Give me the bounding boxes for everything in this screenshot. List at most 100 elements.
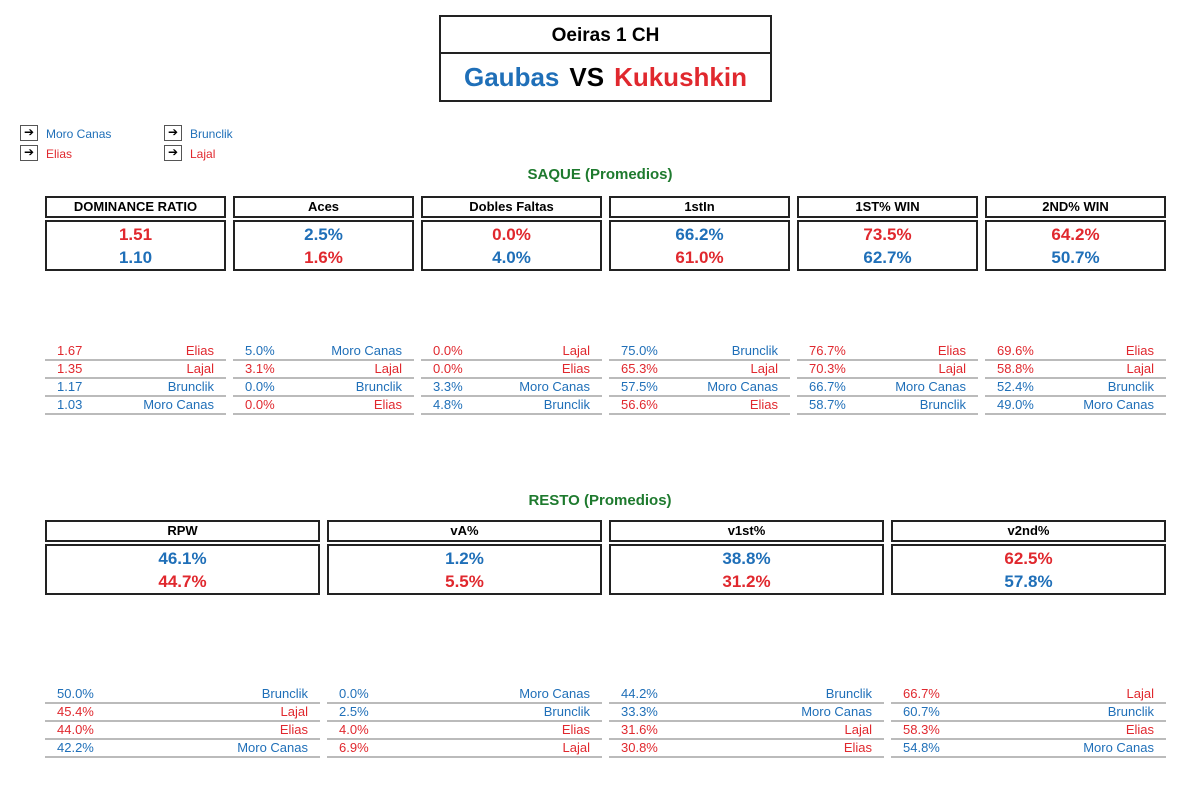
ranking-row: 42.2% Moro Canas — [45, 740, 320, 758]
ranking-value: 50.0% — [57, 686, 94, 701]
ranking-list-v2nd: 66.7% Lajal 60.7% Brunclik 58.3% Elias 54.8% Mo… — [891, 686, 1166, 758]
ranking-list-dobles-faltas: 0.0% Lajal 0.0% Elias 3.3% Moro Canas 4.8% Brun… — [421, 343, 602, 415]
ranking-value: 76.7% — [809, 343, 846, 358]
ranking-player: Brunclik — [167, 379, 214, 394]
ranking-player: Brunclik — [543, 397, 590, 412]
ranking-value: 6.9% — [339, 740, 369, 755]
ranking-player: Moro Canas — [331, 343, 402, 358]
ranking-player: Moro Canas — [1083, 397, 1154, 412]
matchup: Gaubas VS Kukushkin — [441, 54, 770, 100]
ranking-player: Moro Canas — [237, 740, 308, 755]
ranking-player: Moro Canas — [143, 397, 214, 412]
arrow-right-icon: ➔ — [164, 125, 182, 141]
ranking-value: 3.3% — [433, 379, 463, 394]
metric-value-player2: 31.2% — [722, 572, 771, 591]
ranking-value: 75.0% — [621, 343, 658, 358]
metric-header: 1stIn — [609, 196, 790, 218]
ranking-value: 44.2% — [621, 686, 658, 701]
metric-value-player1: 1.2% — [445, 549, 484, 568]
ranking-player: Lajal — [186, 361, 214, 376]
ranking-player: Lajal — [1126, 361, 1154, 376]
metric-header: DOMINANCE RATIO — [45, 196, 226, 218]
ranking-row: 66.7% Moro Canas — [797, 379, 978, 397]
legend-label: Elias — [46, 147, 73, 161]
ranking-row: 3.3% Moro Canas — [421, 379, 602, 397]
ranking-value: 0.0% — [433, 343, 463, 358]
ranking-row: 1.03 Moro Canas — [45, 397, 226, 415]
metric-value-player2: 57.8% — [1004, 572, 1053, 591]
ranking-value: 33.3% — [621, 704, 658, 719]
ranking-value: 4.0% — [339, 722, 369, 737]
saque-title: SAQUE (Promedios) — [527, 166, 673, 183]
ranking-player: Brunclik — [1107, 379, 1154, 394]
metric-value-player1: 38.8% — [722, 549, 771, 568]
ranking-list-1st-win: 76.7% Elias 70.3% Lajal 66.7% Moro Canas 58.7%… — [797, 343, 978, 415]
metric-value-player1: 64.2% — [1051, 225, 1100, 244]
ranking-player: Lajal — [562, 740, 590, 755]
ranking-row: 0.0% Lajal — [421, 343, 602, 361]
metric-values: 73.5% 62.7% — [797, 220, 978, 271]
ranking-value: 49.0% — [997, 397, 1034, 412]
metric-value-player2: 62.7% — [863, 248, 912, 267]
ranking-value: 58.8% — [997, 361, 1034, 376]
metric-card-v2nd: v2nd% 62.5% 57.8% — [891, 520, 1166, 595]
metric-value-player2: 50.7% — [1051, 248, 1100, 267]
metric-header: v2nd% — [891, 520, 1166, 542]
ranking-player: Moro Canas — [519, 379, 590, 394]
ranking-value: 60.7% — [903, 704, 940, 719]
metric-header: 2ND% WIN — [985, 196, 1166, 218]
ranking-player: Elias — [749, 397, 778, 412]
ranking-value: 44.0% — [57, 722, 94, 737]
metric-values: 0.0% 4.0% — [421, 220, 602, 271]
ranking-list-2nd-win: 69.6% Elias 58.8% Lajal 52.4% Brunclik 49.0% Mo… — [985, 343, 1166, 415]
ranking-player: Brunclik — [731, 343, 778, 358]
ranking-player: Elias — [937, 343, 966, 358]
ranking-player: Moro Canas — [895, 379, 966, 394]
ranking-row: 0.0% Moro Canas — [327, 686, 602, 704]
metric-card-v1st: v1st% 38.8% 31.2% — [609, 520, 884, 595]
resto-title: RESTO (Promedios) — [528, 492, 672, 509]
ranking-value: 1.35 — [57, 361, 83, 376]
vs-label: VS — [569, 62, 605, 92]
ranking-player: Brunclik — [261, 686, 308, 701]
ranking-row: 70.3% Lajal — [797, 361, 978, 379]
ranking-player: Brunclik — [825, 686, 872, 701]
ranking-player: Lajal — [844, 722, 872, 737]
ranking-player: Brunclik — [1107, 704, 1154, 719]
metric-card-dominance-ratio: DOMINANCE RATIO 1.51 1.10 — [45, 196, 226, 271]
arrow-right-icon: ➔ — [164, 145, 182, 161]
ranking-row: 44.2% Brunclik — [609, 686, 884, 704]
ranking-value: 66.7% — [903, 686, 940, 701]
ranking-value: 0.0% — [245, 397, 275, 412]
player2-name: Kukushkin — [614, 62, 747, 92]
ranking-player: Elias — [373, 397, 402, 412]
metric-values: 62.5% 57.8% — [891, 544, 1166, 595]
ranking-value: 4.8% — [433, 397, 463, 412]
ranking-list-rpw: 50.0% Brunclik 45.4% Lajal 44.0% Elias 42.2% Mo… — [45, 686, 320, 758]
ranking-value: 2.5% — [339, 704, 369, 719]
ranking-row: 76.7% Elias — [797, 343, 978, 361]
legend-label: Moro Canas — [46, 127, 112, 141]
metric-value-player1: 66.2% — [675, 225, 724, 244]
ranking-value: 5.0% — [245, 343, 275, 358]
ranking-player: Lajal — [280, 704, 308, 719]
metric-header: vA% — [327, 520, 602, 542]
ranking-player: Moro Canas — [801, 704, 872, 719]
metric-card-1stin: 1stIn 66.2% 61.0% — [609, 196, 790, 271]
ranking-row: 57.5% Moro Canas — [609, 379, 790, 397]
ranking-player: Lajal — [374, 361, 402, 376]
metric-card-2nd-win: 2ND% WIN 64.2% 50.7% — [985, 196, 1166, 271]
metric-values: 1.51 1.10 — [45, 220, 226, 271]
metric-value-player2: 4.0% — [492, 248, 531, 267]
ranking-list-1stin: 75.0% Brunclik 65.3% Lajal 57.5% Moro Canas 56… — [609, 343, 790, 415]
metric-values: 46.1% 44.7% — [45, 544, 320, 595]
ranking-row: 3.1% Lajal — [233, 361, 414, 379]
metric-value-player2: 1.6% — [304, 248, 343, 267]
ranking-value: 45.4% — [57, 704, 94, 719]
ranking-player: Elias — [1125, 343, 1154, 358]
ranking-value: 0.0% — [245, 379, 275, 394]
metric-values: 38.8% 31.2% — [609, 544, 884, 595]
ranking-row: 1.17 Brunclik — [45, 379, 226, 397]
ranking-row: 6.9% Lajal — [327, 740, 602, 758]
ranking-row: 66.7% Lajal — [891, 686, 1166, 704]
